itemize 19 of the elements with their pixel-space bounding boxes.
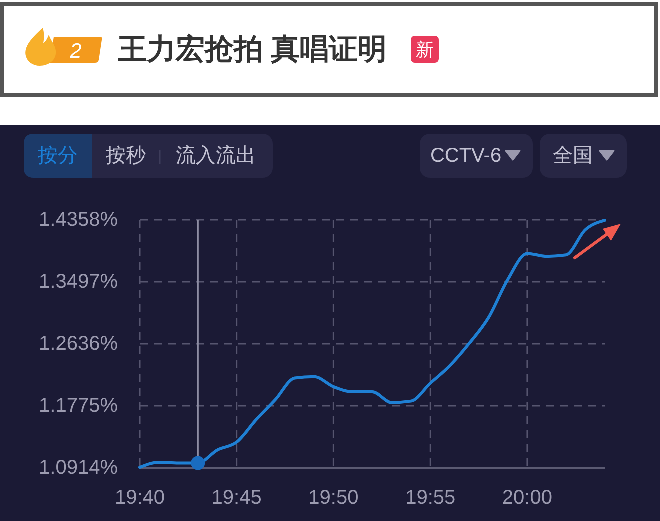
y-tick-label: 1.3497% — [39, 271, 118, 293]
text: 2 — [69, 40, 82, 62]
y-tick-label: 1.2636% — [39, 333, 118, 355]
x-tick-label: 19:40 — [114, 487, 166, 509]
line-series — [138, 219, 606, 470]
text: 按秒 — [106, 145, 146, 167]
chart-title: 王力宏抢拍 真唱证明 — [117, 33, 388, 66]
x-tick-label: 19:50 — [308, 487, 359, 509]
text: CCTV-6 — [430, 145, 502, 167]
text: 新 — [416, 40, 434, 60]
text: 流入流出 — [176, 145, 256, 167]
x-tick-label: 20:00 — [502, 487, 552, 509]
y-tick-label: 1.1775% — [39, 395, 118, 417]
x-tick-label: 19:55 — [406, 487, 456, 509]
y-tick-label: 1.0914% — [39, 457, 118, 479]
text: 全国 — [553, 145, 593, 167]
text: 按分 — [38, 145, 78, 167]
y-tick-label: 1.4358% — [39, 209, 118, 231]
x-tick-label: 19:45 — [212, 487, 262, 509]
